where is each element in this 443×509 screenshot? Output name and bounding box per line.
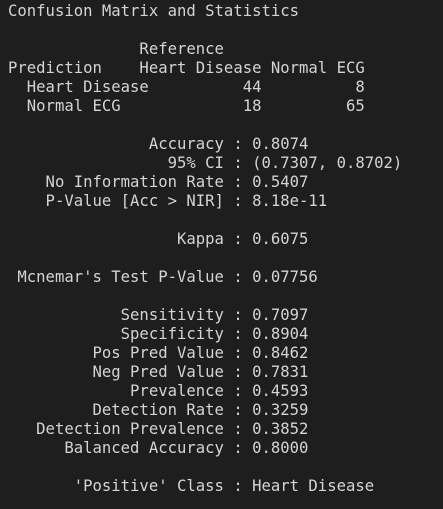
blank-line: [8, 249, 443, 268]
stat-neg-pred-value: Neg Pred Value : 0.7831: [8, 363, 309, 381]
matrix-row-normal-ecg: Normal ECG 18 65: [8, 97, 365, 115]
prediction-header-row: Prediction Heart Disease Normal ECG: [8, 59, 365, 77]
stat-sensitivity: Sensitivity : 0.7097: [8, 306, 309, 324]
positive-class: 'Positive' Class : Heart Disease: [8, 477, 375, 495]
stat-mcnemar-p-value: Mcnemar's Test P-Value : 0.07756: [8, 268, 318, 286]
stat-detection-rate: Detection Rate : 0.3259: [8, 401, 309, 419]
blank-line: [8, 287, 443, 306]
matrix-row-heart-disease: Heart Disease 44 8: [8, 78, 365, 96]
stat-detection-prevalence: Detection Prevalence : 0.3852: [8, 420, 309, 438]
blank-line: [8, 211, 443, 230]
blank-line: [8, 21, 443, 40]
output-title: Confusion Matrix and Statistics: [8, 2, 300, 20]
stat-no-information-rate: No Information Rate : 0.5407: [8, 173, 309, 191]
stat-pos-pred-value: Pos Pred Value : 0.8462: [8, 344, 309, 362]
blank-line: [8, 116, 443, 135]
stat-kappa: Kappa : 0.6075: [8, 230, 309, 248]
blank-line: [8, 458, 443, 477]
stat-95-ci: 95% CI : (0.7307, 0.8702): [8, 154, 403, 172]
stat-p-value-acc-nir: P-Value [Acc > NIR] : 8.18e-11: [8, 192, 328, 210]
reference-header: Reference: [8, 40, 224, 58]
stat-prevalence: Prevalence : 0.4593: [8, 382, 309, 400]
stat-accuracy: Accuracy : 0.8074: [8, 135, 309, 153]
stat-balanced-accuracy: Balanced Accuracy : 0.8000: [8, 439, 309, 457]
stat-specificity: Specificity : 0.8904: [8, 325, 309, 343]
